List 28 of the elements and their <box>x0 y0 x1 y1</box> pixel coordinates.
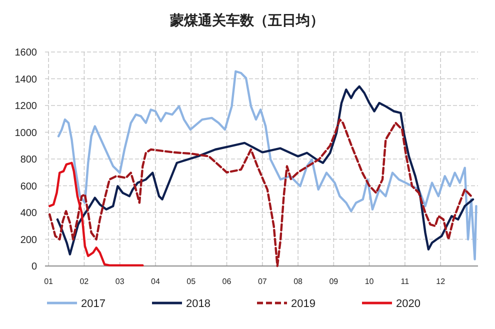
x-tick-label: 12 <box>436 277 446 286</box>
x-tick-label: 09 <box>329 277 339 286</box>
y-tick-label: 200 <box>20 234 38 246</box>
chart-title: 蒙煤通关车数（五日均） <box>169 12 324 28</box>
legend-label: 2017 <box>81 298 106 310</box>
x-tick-label: 05 <box>186 277 196 286</box>
line-series <box>48 118 472 268</box>
x-tick-label: 02 <box>80 277 90 286</box>
y-tick-label: 0 <box>31 262 38 272</box>
y-tick-label: 800 <box>20 154 38 166</box>
legend-label: 2018 <box>186 298 210 310</box>
x-tick-label: 04 <box>151 277 160 286</box>
y-tick-label: 400 <box>20 208 38 219</box>
y-tick-label: 1200 <box>14 101 38 112</box>
x-tick-label: 06 <box>222 277 232 286</box>
x-tick-label: 07 <box>258 277 268 286</box>
y-tick-label: 1600 <box>14 48 38 58</box>
x-tick-label: 10 <box>364 277 374 286</box>
y-tick-label: 1000 <box>14 128 38 139</box>
x-tick-label: 03 <box>115 277 125 286</box>
legend-label: 2019 <box>291 298 316 310</box>
legend-label: 2020 <box>396 298 420 310</box>
line-series <box>48 162 144 266</box>
x-tick-label: 08 <box>294 277 304 286</box>
y-tick-label: 600 <box>20 181 38 192</box>
x-tick-label: 11 <box>400 277 410 286</box>
x-tick-label: 01 <box>44 277 54 286</box>
y-tick-label: 1400 <box>14 74 38 86</box>
